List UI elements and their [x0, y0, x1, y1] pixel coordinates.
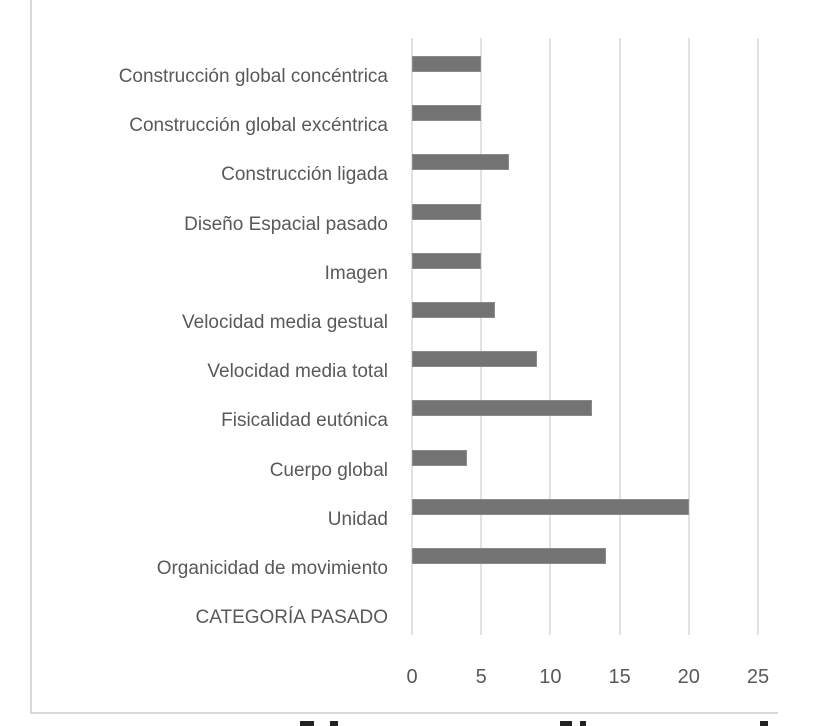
- x-tick-label: 15: [608, 666, 631, 688]
- x-tick-label: 10: [539, 666, 562, 688]
- category-label: Velocidad media gestual: [182, 312, 388, 333]
- category-label: Cuerpo global: [269, 459, 388, 481]
- category-label: Diseño Espacial pasado: [184, 213, 388, 235]
- gridline: [411, 38, 413, 635]
- gridline: [618, 38, 621, 635]
- bar: [412, 56, 482, 72]
- bar: [412, 203, 482, 220]
- category-label: Organicidad de movimiento: [156, 558, 388, 579]
- category-label: Fisicalidad eutónica: [221, 410, 388, 432]
- bar: [412, 105, 482, 122]
- gridline: [480, 38, 483, 635]
- bar: [412, 400, 592, 417]
- x-tick-label: 0: [406, 666, 418, 688]
- bar: [412, 154, 509, 171]
- category-label: Construcción global excéntrica: [129, 115, 388, 137]
- x-tick-label: 20: [677, 666, 700, 688]
- category-label: Unidad: [327, 508, 388, 530]
- bar: [412, 498, 689, 515]
- gridline: [549, 38, 552, 635]
- x-tick-label: 5: [475, 666, 487, 688]
- bar: [412, 548, 606, 564]
- category-label: Velocidad media total: [207, 361, 388, 383]
- gridline: [757, 38, 759, 635]
- category-label: Construcción global concéntrica: [118, 66, 388, 87]
- chart-frame: [30, 0, 778, 714]
- bar: [412, 351, 537, 368]
- bar: [412, 302, 496, 318]
- category-label: Construcción ligada: [221, 164, 388, 186]
- bar: [412, 252, 482, 269]
- category-label: CATEGORÍA PASADO: [195, 607, 388, 629]
- plot-area: [411, 38, 759, 635]
- bar: [412, 449, 468, 466]
- category-label: Imagen: [324, 262, 388, 284]
- cropped-caption-text: [0, 721, 838, 726]
- x-tick-label: 25: [746, 666, 770, 688]
- gridline: [687, 38, 690, 635]
